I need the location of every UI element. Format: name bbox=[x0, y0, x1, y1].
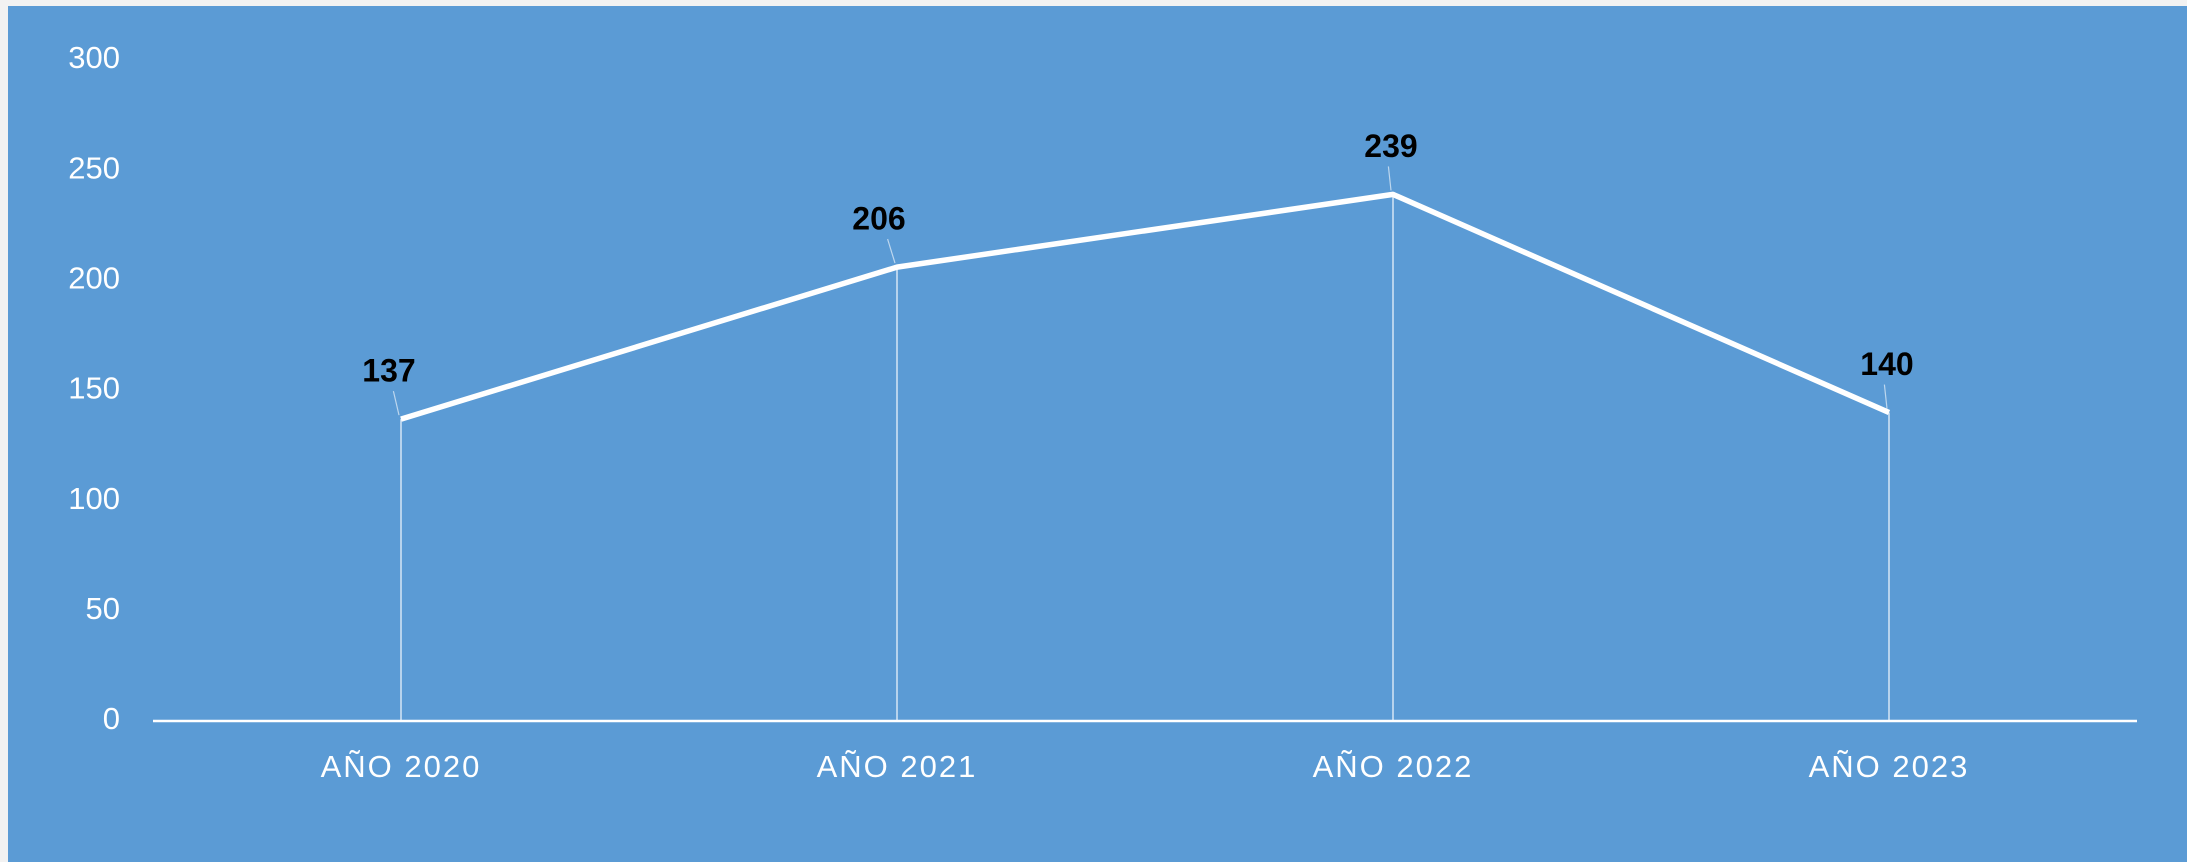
data-label: 206 bbox=[852, 201, 905, 237]
line bbox=[400, 191, 1891, 422]
y-tick-label: 150 bbox=[68, 371, 120, 406]
leader-line bbox=[392, 391, 400, 416]
y-tick-label: 300 bbox=[68, 40, 120, 75]
data-label: 137 bbox=[362, 353, 415, 389]
leader-line bbox=[1387, 166, 1392, 191]
chart-background bbox=[8, 6, 2187, 862]
data-label: 239 bbox=[1364, 128, 1417, 164]
leader-line bbox=[887, 238, 896, 264]
leader-line bbox=[1883, 384, 1888, 409]
y-tick-label: 0 bbox=[103, 701, 120, 736]
x-tick-label: AÑO 2020 bbox=[321, 749, 482, 784]
x-tick-label: AÑO 2023 bbox=[1809, 749, 1970, 784]
y-tick-label: 200 bbox=[68, 261, 120, 296]
y-tick-label: 50 bbox=[86, 591, 120, 626]
x-tick-label: AÑO 2022 bbox=[1313, 749, 1474, 784]
y-tick-label: 250 bbox=[68, 150, 120, 185]
x-tick-label: AÑO 2021 bbox=[817, 749, 978, 784]
data-label: 140 bbox=[1860, 346, 1913, 382]
y-tick-label: 100 bbox=[68, 481, 120, 516]
